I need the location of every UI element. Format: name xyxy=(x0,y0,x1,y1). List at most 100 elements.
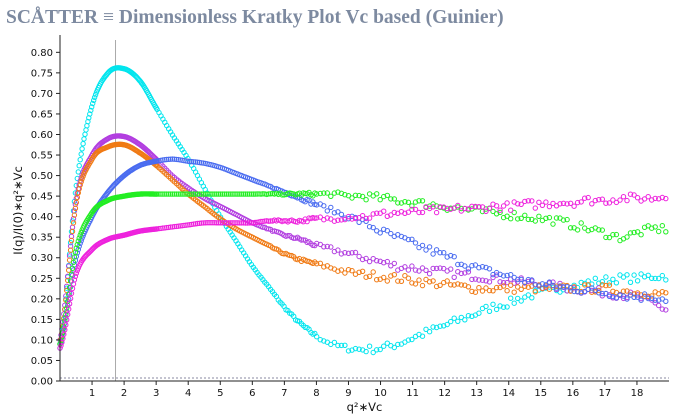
data-point xyxy=(167,156,174,162)
data-point xyxy=(448,282,454,288)
data-point xyxy=(631,192,637,198)
data-point xyxy=(342,192,348,198)
plot-title: Dimensionless Kratky Plot Vc based (Guin… xyxy=(118,7,504,28)
data-point xyxy=(69,228,76,235)
data-point xyxy=(469,276,475,283)
data-point xyxy=(560,217,567,223)
data-point xyxy=(515,276,521,283)
data-point xyxy=(472,262,479,268)
data-point xyxy=(66,257,73,263)
data-point xyxy=(469,288,475,295)
data-point xyxy=(266,218,272,224)
data-point xyxy=(613,280,620,286)
data-point xyxy=(342,250,348,256)
x-tick-label: 10 xyxy=(374,388,387,399)
data-point xyxy=(469,263,475,269)
data-point xyxy=(314,261,320,267)
data-point xyxy=(349,268,355,274)
data-point xyxy=(419,209,426,216)
data-point xyxy=(229,220,235,226)
data-point xyxy=(433,265,440,272)
data-point xyxy=(70,259,77,266)
x-tick-label: 14 xyxy=(502,388,515,399)
data-point xyxy=(659,194,665,201)
data-point xyxy=(412,240,419,246)
data-point xyxy=(493,272,500,278)
data-point xyxy=(589,281,595,287)
data-point xyxy=(416,268,422,274)
data-point xyxy=(374,210,380,216)
data-point xyxy=(363,255,369,262)
data-point xyxy=(78,179,84,185)
data-point xyxy=(62,327,68,333)
data-point xyxy=(599,290,605,297)
data-point xyxy=(194,191,201,197)
data-point xyxy=(217,220,224,226)
data-point xyxy=(553,283,560,289)
data-point xyxy=(603,274,609,280)
data-point xyxy=(486,205,493,212)
data-point xyxy=(620,293,627,299)
data-point xyxy=(321,264,327,270)
data-point xyxy=(539,202,546,209)
data-point xyxy=(458,270,464,277)
data-point xyxy=(578,199,584,205)
data-point xyxy=(405,236,412,243)
data-point xyxy=(169,191,176,197)
data-point xyxy=(465,206,472,212)
data-point xyxy=(225,191,232,197)
data-point xyxy=(335,268,341,274)
data-point xyxy=(67,295,74,302)
data-point xyxy=(603,200,609,206)
data-point xyxy=(223,220,230,226)
data-point xyxy=(659,296,665,302)
data-point xyxy=(448,266,454,272)
data-point xyxy=(90,100,96,107)
data-point xyxy=(409,263,415,269)
data-point xyxy=(405,337,412,343)
data-point xyxy=(342,342,348,348)
data-point xyxy=(596,287,602,294)
data-point xyxy=(338,342,345,349)
data-point xyxy=(202,220,208,226)
data-point xyxy=(388,212,394,218)
data-point xyxy=(522,279,528,286)
data-point xyxy=(652,297,658,303)
data-point xyxy=(483,208,489,215)
data-point xyxy=(599,227,605,233)
data-point xyxy=(349,216,355,222)
data-point xyxy=(391,260,397,267)
data-point xyxy=(405,275,412,281)
data-point xyxy=(324,190,330,196)
data-point xyxy=(585,194,591,201)
data-point xyxy=(335,342,341,349)
data-point xyxy=(335,209,341,215)
data-point xyxy=(158,191,164,197)
data-point xyxy=(606,234,613,241)
data-point xyxy=(349,250,355,256)
data-point xyxy=(610,197,616,203)
data-point xyxy=(532,218,538,224)
data-point xyxy=(338,211,345,218)
data-point xyxy=(451,315,457,321)
data-point xyxy=(437,323,443,329)
data-point xyxy=(652,275,658,282)
data-point xyxy=(359,213,366,219)
data-point xyxy=(412,281,419,287)
data-point xyxy=(370,269,376,275)
data-point xyxy=(419,333,426,339)
data-point xyxy=(187,191,193,197)
data-point xyxy=(663,290,669,296)
data-point xyxy=(167,191,174,197)
data-point xyxy=(248,191,255,197)
data-point xyxy=(68,237,75,244)
data-point xyxy=(381,343,387,349)
data-point xyxy=(237,191,243,197)
data-point xyxy=(476,310,482,316)
y-tick-label: 0.60 xyxy=(31,130,53,141)
data-point xyxy=(77,182,83,188)
data-point xyxy=(490,208,496,215)
data-point xyxy=(423,326,429,332)
data-point xyxy=(185,158,191,164)
data-point xyxy=(599,196,605,202)
